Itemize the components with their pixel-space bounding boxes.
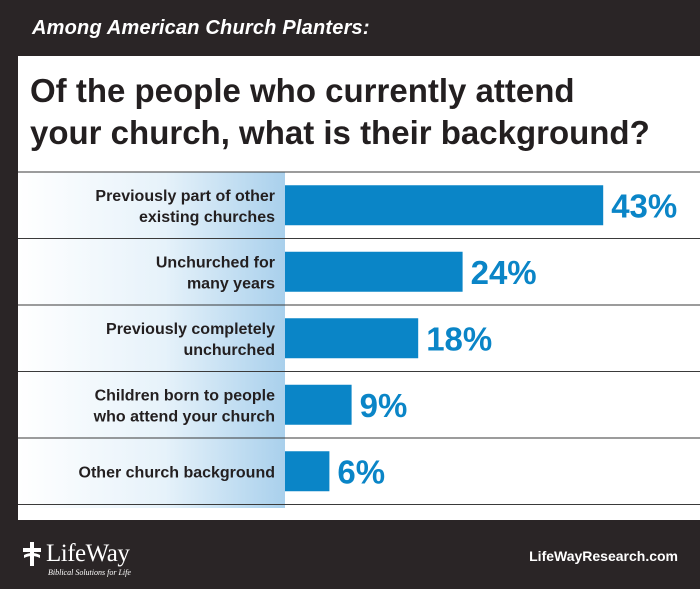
lifeway-cross-icon: [23, 542, 41, 566]
bar: [285, 251, 463, 292]
category-label: Children born to people who attend your c…: [93, 387, 275, 425]
chart-title: Of the people who currently attend your …: [30, 70, 690, 154]
chart-title-line-1: Of the people who currently attend: [30, 72, 575, 109]
category-label-background: [18, 172, 285, 508]
logo-name: LifeWay: [46, 540, 130, 567]
lifeway-logo: LifeWay Biblical Solutions for Life: [22, 540, 192, 580]
category-label: Previously part of other existing churche…: [95, 188, 275, 226]
chart-title-line-2: your church, what is their background?: [30, 114, 650, 151]
bar: [285, 384, 352, 425]
website-url[interactable]: LifeWayResearch.com: [529, 548, 678, 564]
category-label: Unchurched for many years: [156, 254, 275, 292]
footer-band: LifeWay Biblical Solutions for Life Life…: [0, 520, 700, 589]
bar: [285, 185, 604, 226]
logo-tagline: Biblical Solutions for Life: [48, 568, 131, 577]
kicker-text: Among American Church Planters:: [32, 17, 370, 39]
category-label: Previously completely unchurched: [106, 321, 275, 359]
value-label: 24%: [471, 254, 537, 291]
category-label: Other church background: [79, 464, 275, 481]
value-label: 43%: [611, 187, 677, 224]
bar-chart: Previously part of other existing churche…: [18, 171, 700, 508]
bar: [285, 318, 419, 359]
bar: [285, 451, 330, 492]
value-label: 18%: [426, 320, 492, 357]
chart-panel: Of the people who currently attend your …: [18, 56, 700, 520]
header-band: Among American Church Planters:: [0, 0, 700, 56]
value-label: 9%: [360, 387, 408, 424]
value-label: 6%: [337, 453, 385, 490]
